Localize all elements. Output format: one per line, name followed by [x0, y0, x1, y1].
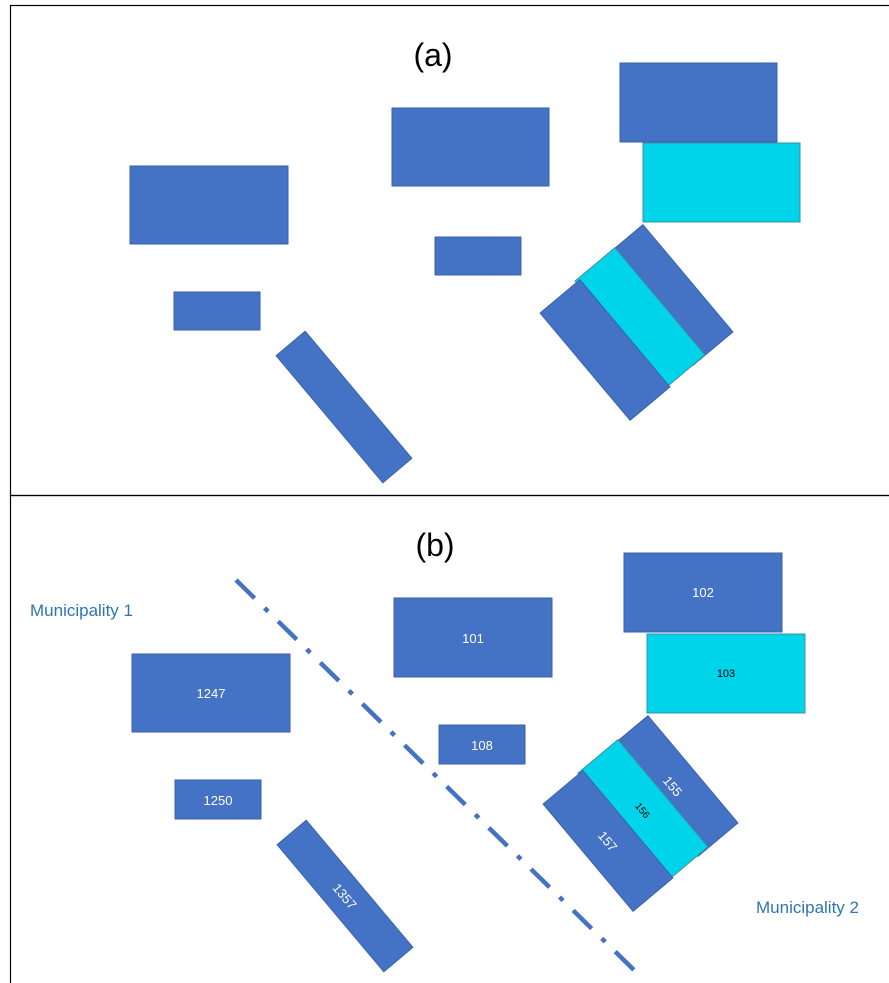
building-1357: 1357 — [276, 819, 414, 973]
building-102-shape — [623, 552, 783, 633]
panel-a: (a) — [129, 37, 801, 484]
building-101: 101 — [393, 597, 553, 678]
building-157: 157 — [542, 769, 674, 913]
building-a-left-small — [173, 291, 261, 331]
building-103: 103 — [646, 633, 806, 714]
building-157-shape — [542, 769, 674, 913]
building-102: 102 — [623, 552, 783, 633]
building-108-shape — [438, 724, 526, 765]
panel-a-label: (a) — [413, 37, 452, 73]
building-a-center-small — [434, 236, 522, 276]
building-1357-shape — [276, 819, 414, 973]
panel-b-label: (b) — [415, 527, 454, 563]
building-1247: 1247 — [131, 653, 291, 733]
building-a-top-right — [619, 62, 778, 143]
building-1250-shape — [174, 779, 262, 820]
building-101-shape — [393, 597, 553, 678]
building-1247-label: 1247 — [197, 686, 226, 701]
municipality-2-label: Municipality 2 — [756, 898, 859, 917]
building-a-center-large — [391, 107, 550, 187]
panel-b: (b) Municipality 1 Municipality 2 1247 1… — [30, 527, 859, 974]
building-103-shape — [646, 633, 806, 714]
building-1247-shape — [131, 653, 291, 733]
building-1250-label: 1250 — [204, 793, 233, 808]
municipality-1-label: Municipality 1 — [30, 601, 133, 620]
building-103-label: 103 — [717, 668, 735, 680]
building-a-highlight — [642, 142, 801, 223]
building-1250: 1250 — [174, 779, 262, 820]
building-a-row-lower — [539, 278, 671, 422]
building-108: 108 — [438, 724, 526, 765]
panel-b-border — [9, 494, 889, 983]
building-102-label: 102 — [692, 585, 714, 600]
building-101-label: 101 — [462, 631, 484, 646]
municipality-boundary-line — [234, 578, 638, 974]
building-a-left-large — [129, 165, 289, 245]
building-a-diagonal — [275, 330, 413, 484]
building-155: 155 — [607, 714, 739, 858]
building-108-label: 108 — [471, 738, 493, 753]
